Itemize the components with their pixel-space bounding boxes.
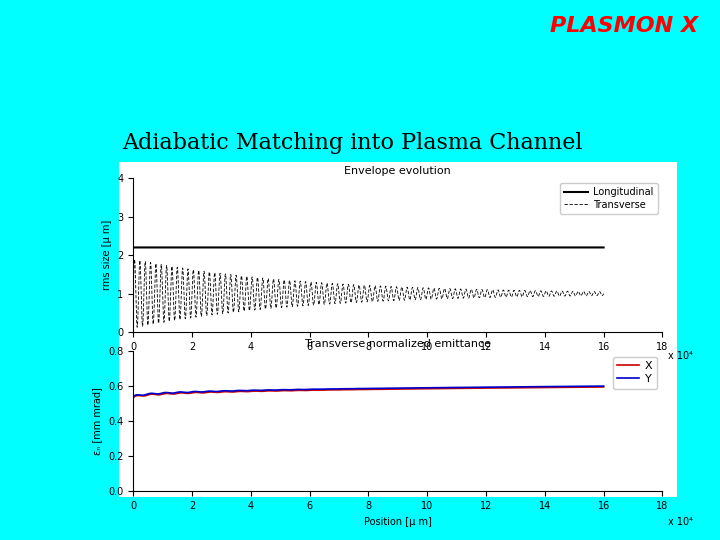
Y xyxy=(330,386,338,392)
X-axis label: Position [μ m]: Position [μ m] xyxy=(364,517,432,526)
Longitudinal xyxy=(599,244,608,251)
Transverse xyxy=(540,293,549,299)
Text: x 10⁴: x 10⁴ xyxy=(667,517,693,526)
Y xyxy=(590,383,598,389)
Transverse xyxy=(310,301,318,308)
X xyxy=(310,387,318,393)
Y-axis label: εₙ [mm mrad]: εₙ [mm mrad] xyxy=(93,387,102,455)
Transverse xyxy=(183,276,192,283)
Text: x 10⁴: x 10⁴ xyxy=(667,350,693,361)
Longitudinal xyxy=(183,244,192,251)
Line: Transverse: Transverse xyxy=(133,259,603,327)
Longitudinal xyxy=(129,244,138,251)
Y xyxy=(539,383,548,390)
X xyxy=(183,390,192,396)
Legend: X, Y: X, Y xyxy=(613,356,657,389)
Y xyxy=(129,394,138,401)
Y xyxy=(310,386,318,393)
X xyxy=(129,395,138,402)
Legend: Longitudinal, Transverse: Longitudinal, Transverse xyxy=(560,183,657,214)
Text: Adiabatic Matching into Plasma Channel: Adiabatic Matching into Plasma Channel xyxy=(122,132,583,154)
X xyxy=(210,389,219,395)
Transverse xyxy=(211,271,220,278)
X xyxy=(590,384,598,390)
Longitudinal xyxy=(210,244,219,251)
Y-axis label: rms size [μ m]: rms size [μ m] xyxy=(102,220,112,291)
Longitudinal xyxy=(539,244,548,251)
Text: PLASMON X: PLASMON X xyxy=(550,16,698,36)
X-axis label: Position [μ m]: Position [μ m] xyxy=(364,357,432,367)
Y xyxy=(183,389,192,396)
Transverse xyxy=(130,256,139,262)
Transverse xyxy=(590,288,599,295)
Line: X: X xyxy=(133,387,603,399)
Transverse xyxy=(129,291,138,297)
X xyxy=(330,387,338,393)
Title: Envelope evolution: Envelope evolution xyxy=(344,166,451,176)
X xyxy=(599,384,608,390)
Y xyxy=(210,388,219,395)
Longitudinal xyxy=(330,244,338,251)
Line: Y: Y xyxy=(133,386,603,397)
Longitudinal xyxy=(590,244,598,251)
Transverse xyxy=(133,324,142,330)
Transverse xyxy=(330,297,338,303)
Y xyxy=(599,383,608,389)
Transverse xyxy=(599,291,608,297)
Title: Transverse normalized emittance: Transverse normalized emittance xyxy=(305,339,491,349)
Longitudinal xyxy=(310,244,318,251)
X xyxy=(539,384,548,391)
